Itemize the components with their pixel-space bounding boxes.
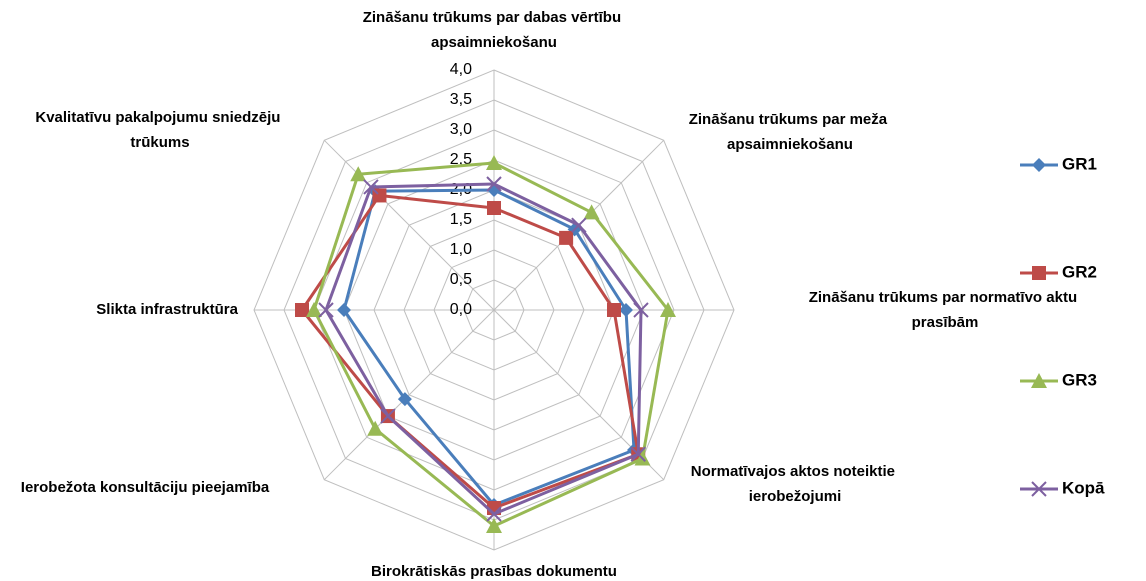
marker	[380, 408, 396, 424]
marker	[1031, 373, 1047, 388]
marker	[295, 303, 309, 317]
r-tick-label: 3,0	[450, 121, 472, 138]
marker	[318, 302, 334, 318]
r-tick-label: 1,0	[450, 241, 472, 258]
category-label: Kvalitatīvu pakalpojumu sniedzēju trūkum…	[35, 109, 284, 151]
marker	[486, 518, 502, 533]
marker	[486, 155, 502, 170]
marker	[486, 176, 502, 192]
marker	[306, 302, 322, 317]
marker	[350, 166, 367, 182]
marker	[337, 303, 351, 317]
r-tick-label: 0,5	[450, 271, 472, 288]
marker	[660, 302, 676, 317]
marker	[363, 179, 379, 195]
category-label: Zināšanu trūkums par meža apsaimniekošan…	[689, 111, 892, 153]
category-label: Zināšanu trūkums par normatīvo aktu pras…	[809, 289, 1082, 331]
marker	[583, 204, 600, 220]
r-tick-label: 1,5	[450, 211, 472, 228]
marker	[630, 446, 646, 462]
category-label: Slikta infrastruktūra	[96, 301, 238, 318]
marker	[1031, 481, 1047, 497]
category-label: Ierobežota konsultāciju pieejamība	[21, 479, 270, 496]
category-label: Zināšanu trūkums par dabas vērtību apsai…	[363, 9, 626, 51]
r-tick-label: 4,0	[450, 61, 472, 78]
legend-label: Kopā	[1062, 478, 1105, 497]
legend-label: GR3	[1062, 370, 1097, 389]
marker	[619, 303, 633, 317]
r-tick-label: 3,5	[450, 91, 472, 108]
marker	[1032, 266, 1046, 280]
spoke	[323, 309, 495, 481]
legend-label: GR2	[1062, 262, 1097, 281]
category-label: Normatīvajos aktos noteiktie ierobežojum…	[691, 463, 899, 505]
marker	[559, 230, 574, 245]
marker	[607, 303, 621, 317]
marker	[633, 302, 649, 318]
r-tick-label: 0,0	[450, 301, 472, 318]
marker	[487, 201, 501, 215]
category-label: Birokrātiskās prasības dokumentu	[371, 563, 617, 580]
legend-label: GR1	[1062, 154, 1097, 173]
marker	[397, 392, 412, 407]
marker	[367, 420, 384, 436]
spoke	[323, 139, 495, 311]
marker	[1032, 158, 1046, 172]
marker	[571, 217, 587, 233]
marker	[486, 506, 502, 522]
